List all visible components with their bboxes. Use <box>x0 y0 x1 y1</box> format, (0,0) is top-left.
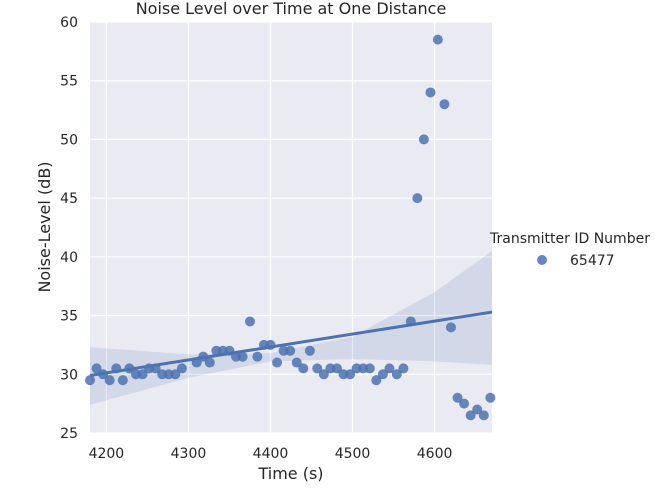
confidence-band-layer <box>90 250 492 405</box>
data-point <box>265 339 276 350</box>
x-tick-label: 4300 <box>171 446 207 462</box>
data-points-layer <box>85 34 496 421</box>
data-point <box>318 369 329 380</box>
data-point <box>412 193 423 204</box>
y-tick-label: 30 <box>60 367 78 383</box>
data-point <box>345 369 356 380</box>
legend-title: Transmitter ID Number <box>489 231 650 247</box>
data-point <box>371 375 382 386</box>
data-point <box>85 375 95 386</box>
data-point <box>111 363 122 374</box>
data-point <box>98 369 109 380</box>
legend: Transmitter ID Number 65477 <box>489 231 650 269</box>
data-point <box>391 369 402 380</box>
y-tick-label: 55 <box>60 74 78 90</box>
data-point <box>459 398 470 409</box>
data-point <box>224 345 235 356</box>
data-point <box>364 363 375 374</box>
x-tick-label: 4600 <box>417 446 453 462</box>
data-point <box>384 363 395 374</box>
data-point <box>452 392 463 403</box>
confidence-band <box>90 250 492 405</box>
data-point <box>398 363 409 374</box>
data-point <box>472 404 483 415</box>
x-tick-label: 4500 <box>335 446 371 462</box>
data-point <box>150 363 161 374</box>
y-tick-label: 40 <box>60 250 78 266</box>
x-tick-label: 4400 <box>253 446 289 462</box>
data-point <box>124 363 135 374</box>
data-point <box>117 375 128 386</box>
data-point <box>439 99 450 110</box>
data-point <box>291 357 302 368</box>
data-point <box>425 87 436 98</box>
y-tick-label: 25 <box>60 426 78 442</box>
data-point <box>418 134 429 145</box>
data-point <box>91 363 102 374</box>
y-tick-label: 50 <box>60 132 78 148</box>
y-tick-label: 60 <box>60 15 78 31</box>
y-tick-label: 35 <box>60 309 78 325</box>
data-point <box>252 351 263 362</box>
data-point <box>312 363 323 374</box>
data-point <box>432 34 443 45</box>
data-point <box>204 357 215 368</box>
data-point <box>198 351 209 362</box>
data-point <box>237 351 248 362</box>
y-axis-label: Noise-Level (dB) <box>35 161 54 292</box>
data-point <box>298 363 309 374</box>
y-tick-label: 45 <box>60 191 78 207</box>
data-point <box>244 316 255 327</box>
data-point <box>104 375 115 386</box>
legend-entry-label: 65477 <box>570 253 615 269</box>
data-point <box>304 345 315 356</box>
chart-title: Noise Level over Time at One Distance <box>136 0 447 18</box>
data-point <box>478 410 489 421</box>
data-point <box>465 410 476 421</box>
data-point <box>445 322 456 333</box>
data-point <box>405 316 416 327</box>
tick-label-layer: 4200 4300 4400 4500 4600 25 30 35 40 45 50 55 60 <box>60 15 452 462</box>
data-point <box>137 369 148 380</box>
data-point <box>331 363 342 374</box>
data-point <box>176 363 187 374</box>
data-point <box>272 357 283 368</box>
data-point <box>170 369 181 380</box>
data-point <box>377 369 388 380</box>
x-tick-label: 4200 <box>89 446 125 462</box>
data-point <box>485 392 496 403</box>
legend-marker <box>537 255 547 265</box>
x-axis-label: Time (s) <box>257 464 323 483</box>
data-point <box>191 357 202 368</box>
data-point <box>285 345 296 356</box>
